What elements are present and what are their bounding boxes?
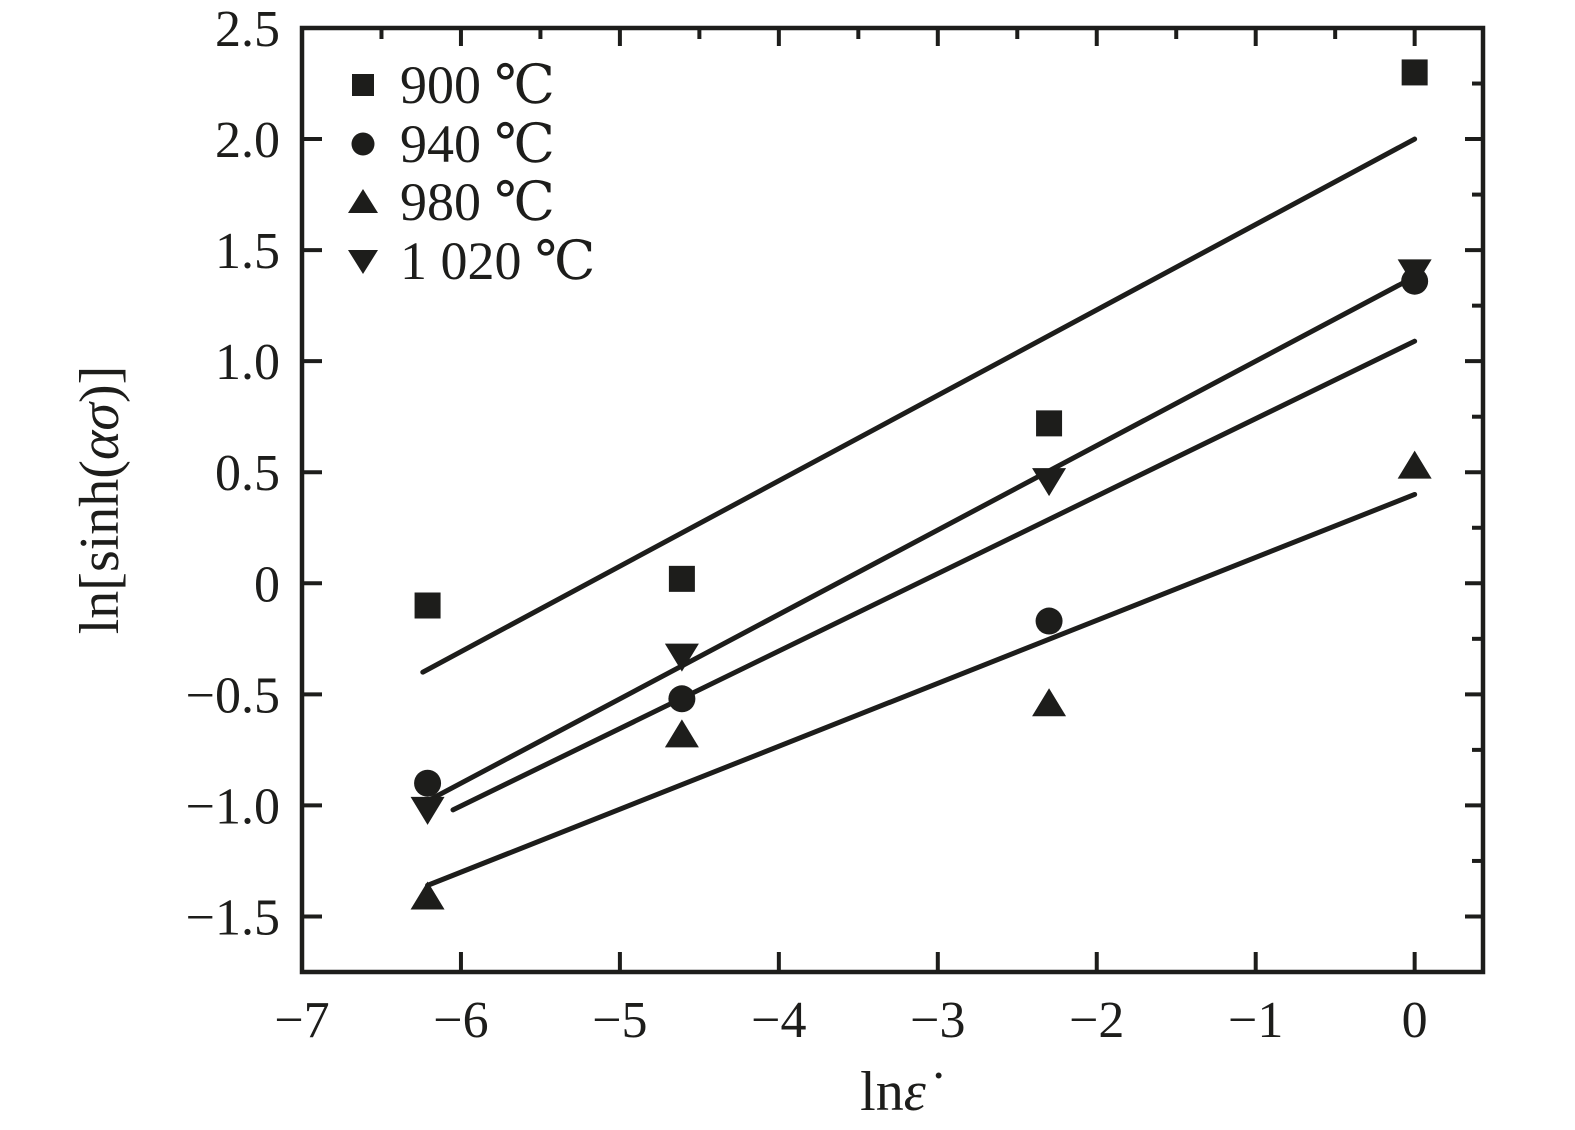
axis-ticks [300,26,1483,972]
x-tick-label: −3 [910,992,965,1049]
y-tick-label: 2.0 [215,112,280,169]
y-tick-label: 1.5 [215,223,280,280]
fit-line-square [420,136,1418,675]
plot-frame [299,25,1486,975]
legend-marker-triangle-up [348,189,378,213]
plot-border [299,25,1486,975]
legend-label: 1 020 ℃ [400,231,595,291]
y-tick-label: 2.5 [215,1,280,58]
legend-marker-triangle-down [348,250,378,274]
y-tick-label: 0.5 [215,445,280,502]
data-point-triangle-down [410,796,445,825]
data-point-triangle-up [410,881,445,910]
y-tick-label: −0.5 [186,667,280,724]
legend-label: 980 ℃ [400,172,555,232]
data-point-square [414,592,441,619]
y-tick-label: −1.5 [186,889,280,946]
data-point-circle [668,685,696,713]
legend-label: 900 ℃ [400,55,555,115]
y-axis-label: ln[sinh(ασ)] [69,366,131,635]
fit-line-triangle-down [425,274,1418,804]
fit-line-triangle-up [425,491,1418,888]
x-axis-label: lnε̇ [860,1061,942,1123]
data-point-circle [414,769,442,797]
data-point-circle [1035,607,1063,635]
data-point-triangle-down [664,643,699,672]
x-tick-label: −2 [1069,992,1124,1049]
data-point-triangle-up [1397,450,1432,479]
data-point-square [1401,59,1428,86]
legend-marker-square [352,74,374,96]
data-point-square [1036,410,1063,437]
legend-marker-circle [351,132,375,156]
x-tick-label: −6 [433,992,488,1049]
x-tick-label: −5 [592,992,647,1049]
y-tick-label: 0 [254,556,280,613]
x-tick-label: −1 [1228,992,1283,1049]
data-point-triangle-down [1032,468,1067,497]
y-tick-label: 1.0 [215,334,280,391]
data-markers [410,59,1432,910]
y-tick-label: −1.0 [186,778,280,835]
tick-labels: −7 −6 −5 −4 −3 −2 −1 0 2.5 2.0 1.5 1.0 0.5 0 −0.5 −1.0 −… [186,1,1428,1049]
fit-lines [420,136,1418,888]
data-point-square [668,565,695,592]
x-tick-label: −4 [751,992,806,1049]
x-tick-label: 0 [1402,992,1428,1049]
data-point-triangle-down [1397,259,1432,288]
data-point-triangle-up [664,719,699,748]
data-point-triangle-up [1032,688,1067,717]
fit-line-circle [450,338,1418,813]
legend-label: 940 ℃ [400,114,555,174]
x-tick-label: −7 [274,992,329,1049]
